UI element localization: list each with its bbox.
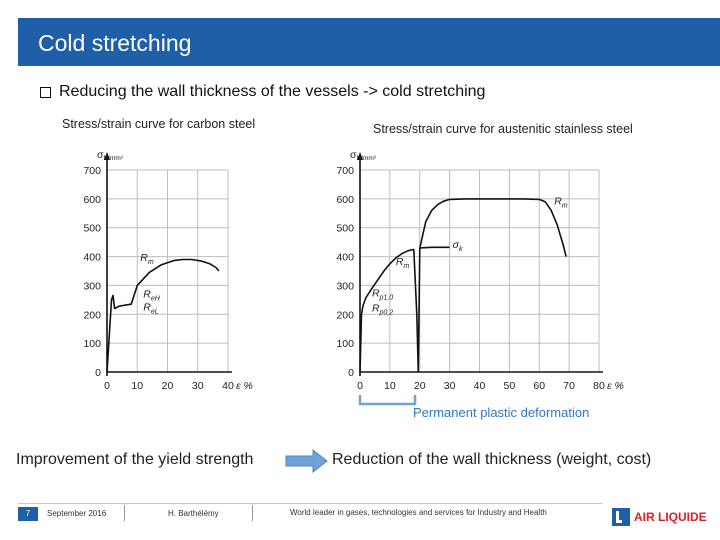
footer-separator (252, 505, 253, 521)
x-tick-label: 30 (444, 380, 456, 392)
y-tick-label: 300 (83, 280, 101, 292)
y-axis-arrow-icon (104, 152, 110, 160)
x-axis-label: ε % (607, 380, 624, 392)
deformation-bracket (358, 395, 417, 406)
y-axis-arrow-icon (357, 152, 363, 160)
y-tick-label: 700 (83, 165, 101, 177)
x-tick-label: 0 (357, 380, 363, 392)
x-tick-label: 40 (222, 380, 234, 392)
annotation-label: Rm (140, 252, 154, 266)
annotation-label: Rm (554, 196, 568, 210)
logo-text: AIR LIQUIDE (634, 510, 707, 524)
footer-divider (18, 503, 603, 504)
x-axis-label: ε % (236, 380, 253, 392)
y-tick-label: 100 (83, 338, 101, 350)
reduction-text: Reduction of the wall thickness (weight,… (332, 451, 652, 468)
checkbox-bullet-icon (40, 86, 51, 98)
x-tick-label: 70 (563, 380, 575, 392)
y-tick-label: 200 (83, 309, 101, 321)
x-tick-label: 10 (384, 380, 396, 392)
x-tick-label: 60 (533, 380, 545, 392)
x-tick-label: 50 (504, 380, 516, 392)
annotation-label: Rp0,2 (372, 302, 393, 316)
series-line (419, 246, 450, 249)
chart-carbon-steel: 0 100 200 300 400 500 600 700 0 10 20 30 40 σN/mm² ε %… (83, 149, 253, 392)
y-tick-label: 0 (348, 367, 354, 379)
y-tick-label: 400 (83, 252, 101, 264)
annotation-label: ReL (143, 302, 158, 316)
permanent-deformation-label: Permanent plastic deformation (413, 405, 590, 420)
page-number: 7 (18, 507, 38, 521)
annotation-label: Rm (396, 256, 410, 270)
x-tick-label: 10 (131, 380, 143, 392)
annotation-label: Rp1,0 (372, 287, 393, 301)
x-tick-label: 20 (162, 380, 174, 392)
footer-tagline: World leader in gases, technologies and … (290, 508, 547, 517)
annotation-label: σk (453, 239, 463, 253)
x-tick-label: 0 (104, 380, 110, 392)
slide-title: Cold stretching (38, 30, 192, 56)
title-bar: Cold stretching (18, 18, 720, 66)
y-tick-label: 400 (336, 252, 354, 264)
y-tick-label: 500 (336, 223, 354, 235)
logo-mark-icon (612, 508, 630, 526)
y-tick-label: 600 (336, 194, 354, 206)
bullet-line: Reducing the wall thickness of the vesse… (40, 83, 485, 101)
y-tick-label: 500 (83, 223, 101, 235)
y-axis-label: σN/mm² (350, 149, 377, 162)
footer-separator (124, 505, 125, 521)
x-tick-label: 30 (192, 380, 204, 392)
bullet-text: Reducing the wall thickness of the vesse… (59, 83, 486, 100)
improvement-text: Improvement of the yield strength (16, 451, 254, 468)
annotation-label: ReH (143, 289, 160, 303)
y-tick-label: 700 (336, 165, 354, 177)
series-line (359, 248, 414, 373)
series-line (419, 198, 450, 249)
y-tick-label: 100 (336, 338, 354, 350)
footer-author: H. Barthélémy (168, 509, 219, 518)
chart-austenitic-steel: 0 100 200 300 400 500 600 700 0 10 20 30 40 50 60 70 80 σ… (336, 149, 624, 392)
x-tick-label: 20 (414, 380, 426, 392)
y-tick-label: 0 (95, 367, 101, 379)
y-axis-label: σN/mm² (97, 149, 124, 162)
x-tick-label: 40 (474, 380, 486, 392)
series-line (413, 247, 421, 373)
x-tick-label: 80 (593, 380, 605, 392)
series-line (449, 198, 567, 257)
y-tick-label: 600 (83, 194, 101, 206)
footer-date: September 2016 (47, 509, 107, 518)
air-liquide-logo: AIR LIQUIDE (612, 508, 707, 526)
series-line (106, 258, 220, 373)
chart1-caption: Stress/strain curve for carbon steel (62, 117, 256, 131)
arrow-right-icon (285, 449, 328, 473)
y-tick-label: 200 (336, 309, 354, 321)
chart2-caption: Stress/strain curve for austenitic stain… (373, 122, 633, 136)
y-tick-label: 300 (336, 280, 354, 292)
